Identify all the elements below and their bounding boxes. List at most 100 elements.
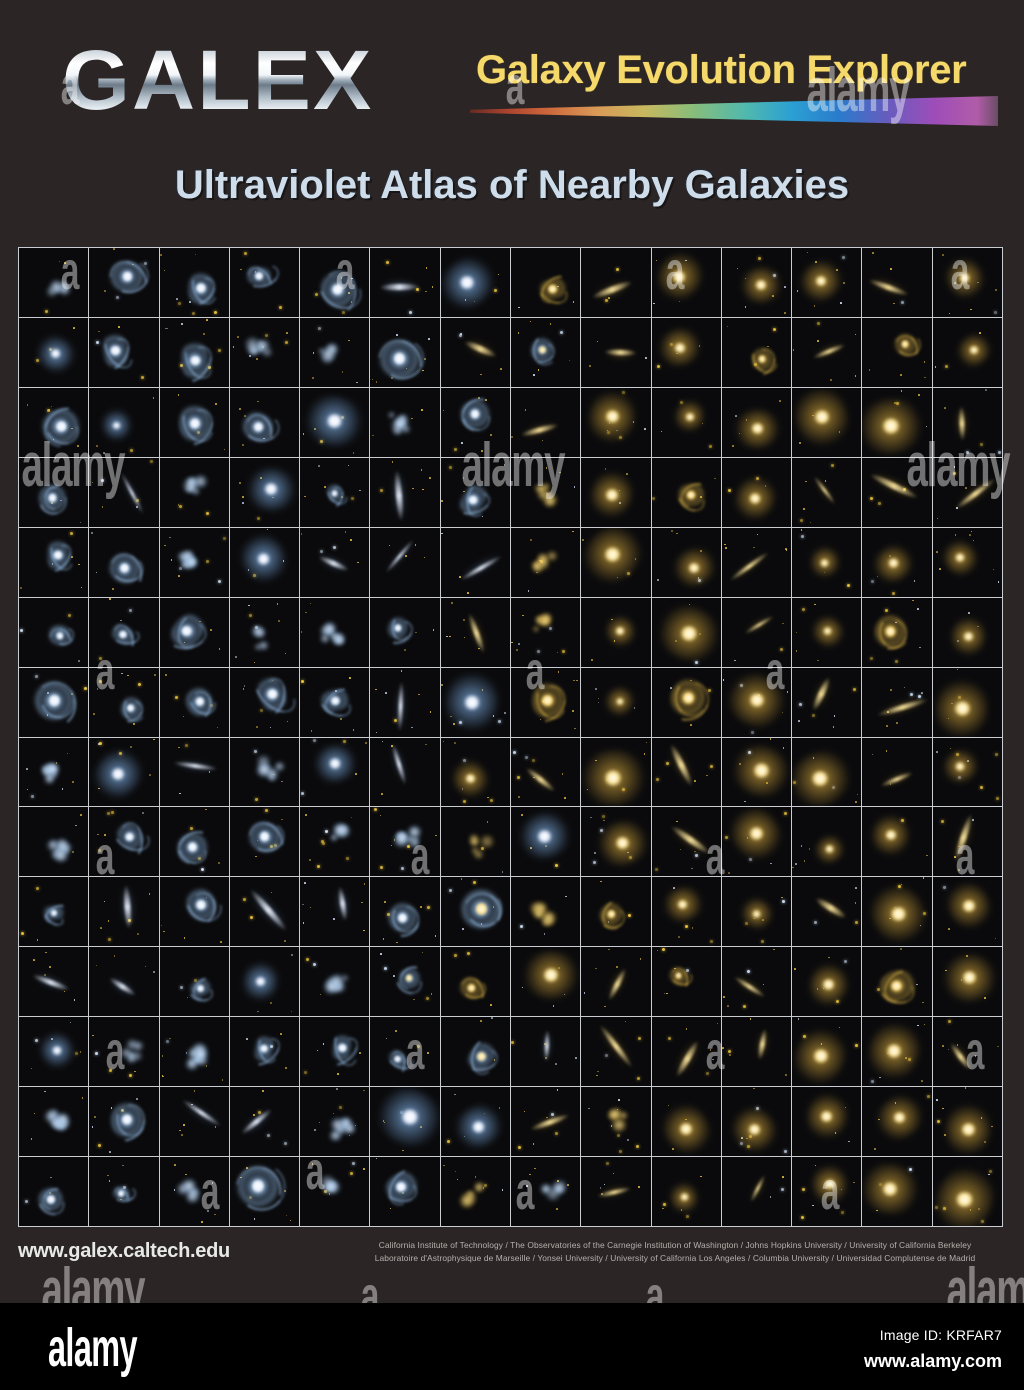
galaxy-thumbnail: [300, 248, 370, 317]
background-star: [134, 1070, 136, 1073]
galaxy-clump: [183, 550, 195, 560]
galaxy-core: [961, 971, 977, 985]
galaxy-core: [400, 1109, 419, 1125]
background-star: [310, 730, 313, 732]
galaxy-thumbnail: [89, 457, 159, 527]
background-star: [342, 310, 346, 314]
galaxy-thumbnail: [581, 1017, 651, 1087]
background-star: [532, 1143, 535, 1145]
background-star: [281, 780, 283, 783]
galaxy-core: [672, 270, 687, 283]
galaxy-thumbnail: [581, 387, 651, 457]
galaxy-core: [886, 625, 896, 637]
background-star: [760, 939, 764, 943]
background-star: [345, 856, 349, 860]
background-star: [997, 1045, 999, 1048]
background-star: [203, 333, 205, 335]
background-star: [242, 688, 245, 690]
background-star: [356, 561, 359, 564]
background-star: [645, 357, 647, 359]
background-star: [688, 603, 691, 606]
background-star: [608, 948, 610, 951]
background-star: [575, 679, 578, 682]
galaxy-core: [822, 979, 835, 991]
background-star: [798, 720, 800, 723]
background-star: [896, 722, 899, 724]
galaxy-thumbnail: [440, 1087, 510, 1157]
credits-line-2: Laboratoire d'Astrophysique de Marseille…: [374, 1253, 976, 1264]
background-star: [95, 571, 98, 574]
background-star: [516, 649, 518, 652]
galaxy-thumbnail: [440, 1157, 510, 1226]
background-star: [371, 378, 374, 381]
galaxy-clump: [256, 341, 267, 350]
background-star: [521, 986, 524, 989]
background-star: [84, 686, 88, 690]
background-star: [320, 839, 324, 843]
background-star: [257, 1111, 261, 1115]
galaxy-thumbnail: [89, 877, 159, 947]
background-star: [994, 310, 998, 314]
background-star: [678, 300, 681, 303]
galaxy-core: [675, 972, 682, 980]
galaxy-core: [111, 421, 121, 430]
background-star: [644, 428, 646, 430]
background-star: [589, 365, 591, 368]
background-star: [95, 964, 98, 967]
galaxy-thumbnail: [581, 317, 651, 387]
galaxy-thumbnail: [721, 807, 792, 877]
background-star: [726, 325, 729, 328]
galaxy-core: [955, 1191, 974, 1208]
background-star: [176, 298, 178, 300]
background-star: [206, 559, 210, 563]
galaxy-core: [51, 1045, 63, 1055]
background-star: [205, 1064, 208, 1067]
galaxy-thumbnail: [300, 457, 370, 527]
background-star: [314, 292, 318, 296]
galaxy-clump: [534, 483, 545, 493]
galaxy-thumbnail: [510, 807, 581, 877]
galaxy-thumbnail: [370, 387, 440, 457]
galaxy-thumbnail-grid: [18, 247, 1003, 1227]
galaxy-core: [127, 703, 135, 712]
background-star: [877, 502, 881, 506]
background-star: [637, 1186, 640, 1188]
galaxy-clump: [531, 561, 543, 571]
background-star: [686, 969, 690, 973]
background-star: [304, 495, 306, 498]
background-star: [813, 304, 816, 307]
background-star: [686, 1215, 690, 1219]
background-star: [653, 302, 655, 305]
background-star: [814, 1164, 817, 1167]
galex-website-url[interactable]: www.galex.caltech.edu: [18, 1240, 230, 1262]
galaxy-core: [542, 695, 553, 706]
galaxy-clump: [332, 633, 344, 644]
background-star: [524, 756, 528, 760]
background-star: [724, 836, 728, 840]
background-star: [178, 746, 180, 749]
background-star: [361, 901, 363, 904]
galaxy-core: [881, 1181, 898, 1196]
galaxy-core: [48, 492, 57, 503]
galaxy-thumbnail: [792, 737, 862, 807]
background-star: [728, 488, 732, 492]
background-star: [518, 796, 520, 799]
background-star: [800, 535, 804, 539]
background-star: [431, 286, 434, 288]
background-star: [311, 1163, 314, 1165]
galaxy-clump: [197, 1056, 209, 1066]
background-star: [354, 1124, 357, 1127]
background-star: [743, 800, 746, 803]
galaxy-core: [471, 1121, 486, 1133]
background-star: [491, 1017, 493, 1020]
background-star: [809, 521, 812, 524]
galaxy-thumbnail: [792, 317, 862, 387]
background-star: [235, 656, 237, 658]
background-star: [130, 449, 133, 453]
galaxy-thumbnail: [932, 1087, 1002, 1157]
background-star: [504, 712, 507, 714]
galaxy-thumbnail: [510, 527, 581, 597]
galaxy-core: [398, 912, 407, 923]
galaxy-thumbnail: [792, 807, 862, 877]
background-star: [921, 1080, 923, 1082]
